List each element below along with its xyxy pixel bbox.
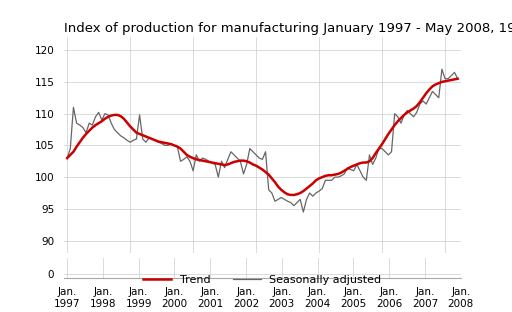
Text: Index of production for manufacturing January 1997 - May 2008, 1995=100: Index of production for manufacturing Ja… — [64, 22, 512, 35]
Legend: Trend, Seasonally adjusted: Trend, Seasonally adjusted — [139, 271, 386, 290]
